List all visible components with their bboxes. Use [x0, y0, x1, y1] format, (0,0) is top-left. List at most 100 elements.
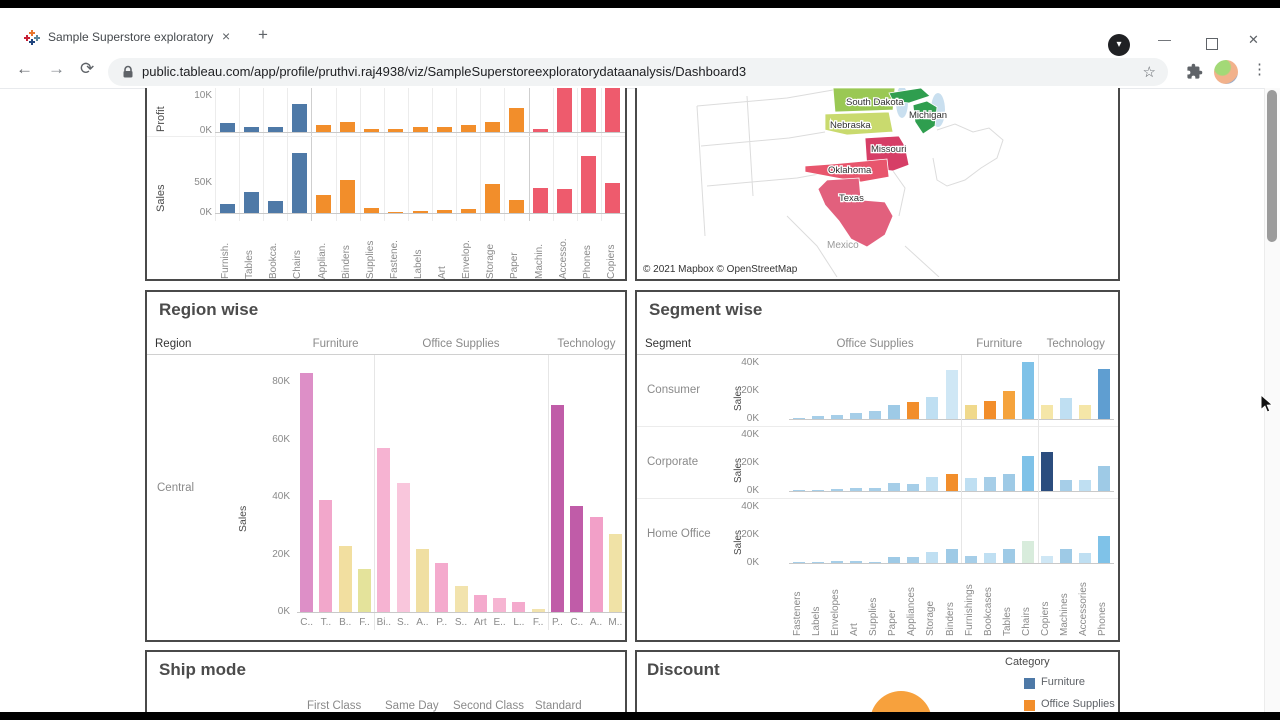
ship-mode-column-header[interactable]: First Class	[307, 700, 362, 712]
bar[interactable]	[1041, 451, 1054, 491]
us-states-map[interactable]: South Dakota Nebraska Michigan Missouri Okla…	[637, 88, 1118, 279]
state-shape[interactable]	[888, 88, 938, 135]
column-header[interactable]: Office Supplies	[422, 338, 500, 350]
bar[interactable]	[849, 560, 862, 563]
category-label[interactable]: Envelopes	[829, 589, 841, 636]
row-label[interactable]: Corporate	[647, 456, 699, 468]
category-label[interactable]: Binders	[944, 602, 956, 636]
extensions-puzzle-icon[interactable]	[1186, 63, 1203, 80]
row-label[interactable]: Central	[157, 482, 195, 494]
bar[interactable]	[1002, 549, 1015, 563]
bar[interactable]	[926, 396, 939, 419]
bar[interactable]	[364, 128, 380, 132]
category-label[interactable]: E..	[493, 617, 506, 628]
column-header[interactable]: Office Supplies	[836, 338, 914, 350]
bar[interactable]	[926, 551, 939, 563]
bar[interactable]	[512, 601, 526, 612]
bar[interactable]	[1060, 549, 1073, 563]
bar[interactable]	[508, 107, 524, 132]
bar[interactable]	[460, 209, 476, 213]
category-label[interactable]: S..	[396, 617, 410, 628]
category-label[interactable]: C..	[300, 617, 314, 628]
column-header[interactable]: Furniture	[312, 338, 359, 350]
bar[interactable]	[219, 204, 235, 213]
bar[interactable]	[605, 88, 621, 132]
bar[interactable]	[388, 211, 404, 213]
forward-icon[interactable]: →	[48, 59, 65, 78]
bar[interactable]	[454, 586, 468, 612]
bar[interactable]	[907, 557, 920, 563]
bar[interactable]	[1021, 361, 1034, 419]
map-canvas[interactable]: South Dakota Nebraska Michigan Missouri Okla…	[637, 88, 1118, 278]
bar[interactable]	[243, 192, 259, 213]
bar[interactable]	[945, 474, 958, 491]
category-label[interactable]: Bi..	[376, 617, 392, 628]
bar[interactable]	[1041, 556, 1054, 563]
category-label[interactable]: C..	[570, 617, 584, 628]
state-shape[interactable]	[804, 158, 890, 183]
bar[interactable]	[849, 413, 862, 419]
bar[interactable]	[219, 123, 235, 132]
legend-swatch[interactable]	[1024, 700, 1035, 711]
bar[interactable]	[300, 373, 314, 612]
bar[interactable]	[830, 560, 843, 563]
category-label[interactable]: B..	[339, 617, 352, 628]
bar[interactable]	[1060, 398, 1073, 419]
category-label[interactable]: Phones	[1097, 602, 1109, 636]
category-label[interactable]: A..	[416, 617, 429, 628]
bar[interactable]	[964, 478, 977, 491]
bar[interactable]	[792, 489, 805, 491]
bar[interactable]	[291, 153, 307, 213]
bar[interactable]	[945, 549, 958, 563]
category-label[interactable]: M..	[608, 617, 623, 628]
new-tab-button[interactable]: +	[258, 25, 268, 44]
bar[interactable]	[983, 553, 996, 563]
category-label[interactable]: P..	[436, 617, 448, 628]
bar[interactable]	[888, 557, 901, 563]
category-label[interactable]: Fasteners	[791, 591, 803, 636]
bar[interactable]	[388, 129, 404, 132]
bar[interactable]	[945, 370, 958, 419]
bar[interactable]	[550, 405, 564, 612]
category-label[interactable]: Tables	[1001, 607, 1013, 636]
bar[interactable]	[316, 195, 332, 213]
bar[interactable]	[338, 545, 352, 612]
ship-mode-column-header[interactable]: Same Day	[385, 700, 439, 712]
bar[interactable]	[557, 189, 573, 213]
column-header[interactable]: Technology	[557, 338, 616, 350]
category-label[interactable]: Bookcases	[982, 587, 994, 636]
minimize-button[interactable]: —	[1158, 32, 1171, 47]
category-label[interactable]: Accessories	[1078, 582, 1090, 636]
bar[interactable]	[412, 210, 428, 213]
column-header[interactable]: Furniture	[976, 338, 1023, 350]
bar[interactable]	[964, 405, 977, 419]
bar[interactable]	[557, 88, 573, 132]
category-label[interactable]: P..	[552, 617, 563, 628]
bar[interactable]	[608, 534, 622, 612]
bar[interactable]	[869, 488, 882, 491]
bar[interactable]	[533, 128, 549, 132]
maximize-button[interactable]	[1206, 38, 1218, 50]
category-label[interactable]: Paper	[887, 609, 899, 636]
bar[interactable]	[1060, 479, 1073, 491]
column-header[interactable]: Technology	[1046, 338, 1105, 350]
category-label[interactable]: Copiers	[1040, 601, 1052, 636]
bar[interactable]	[907, 402, 920, 419]
bar[interactable]	[1002, 391, 1015, 419]
menu-kebab-icon[interactable]: ⋮	[1252, 61, 1267, 78]
bar[interactable]	[811, 561, 824, 563]
bar[interactable]	[1098, 465, 1111, 491]
bar[interactable]	[531, 609, 545, 612]
bar[interactable]	[983, 400, 996, 419]
bar[interactable]	[435, 563, 449, 612]
bar[interactable]	[243, 126, 259, 132]
legend-label[interactable]: Office Supplies	[1041, 698, 1115, 710]
bar[interactable]	[436, 126, 452, 132]
category-label[interactable]: Machines	[1059, 593, 1071, 636]
bar[interactable]	[1021, 456, 1034, 491]
state-shape[interactable]	[832, 88, 896, 113]
bar[interactable]	[396, 482, 410, 612]
bar[interactable]	[484, 184, 500, 213]
bookmark-star-icon[interactable]: ☆	[1142, 64, 1156, 81]
bar[interactable]	[581, 156, 597, 213]
